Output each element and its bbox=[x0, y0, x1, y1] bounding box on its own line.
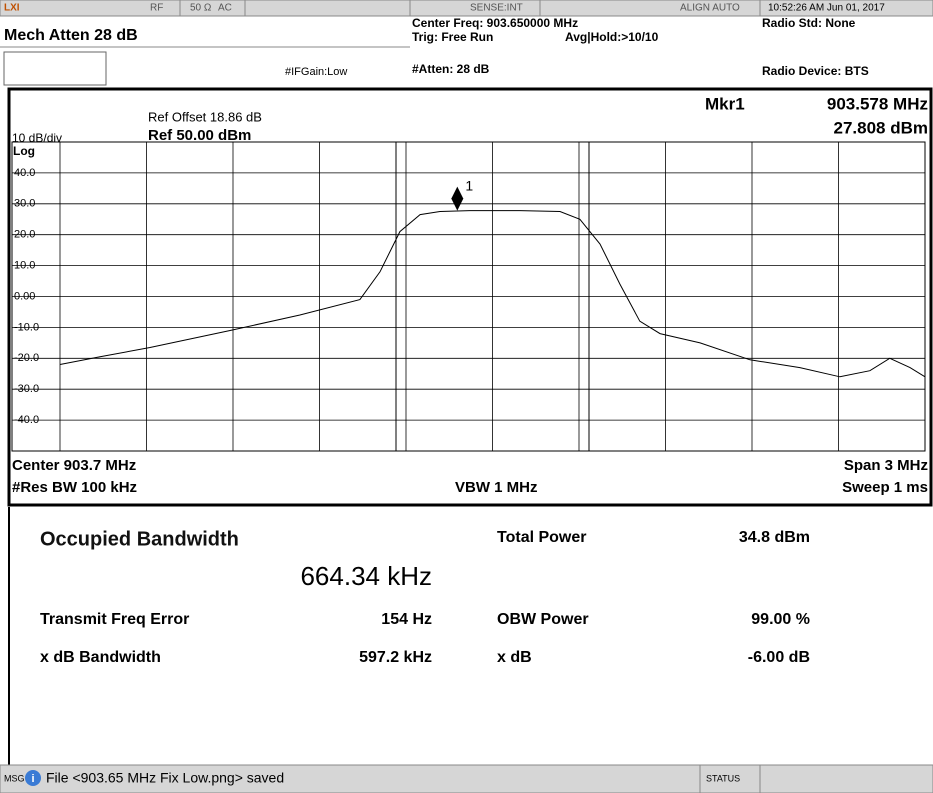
result-value: 154 Hz bbox=[381, 611, 432, 628]
sweep-label: Sweep 1 ms bbox=[842, 479, 928, 496]
center-label: Center 903.7 MHz bbox=[12, 457, 136, 474]
datetime: 10:52:26 AM Jun 01, 2017 bbox=[768, 3, 885, 14]
y-tick-label: 10.0 bbox=[14, 260, 35, 272]
result-label: x dB Bandwidth bbox=[40, 649, 161, 666]
result-label: OBW Power bbox=[497, 611, 589, 628]
y-tick-label: 30.0 bbox=[14, 198, 35, 210]
info-icon-glyph: i bbox=[31, 773, 34, 785]
center-freq: Center Freq: 903.650000 MHz bbox=[412, 16, 578, 30]
graph-panel bbox=[7, 87, 933, 507]
atten: Mech Atten 28 dB bbox=[4, 27, 138, 44]
span-label: Span 3 MHz bbox=[844, 457, 928, 474]
avg-hold: Avg|Hold:>10/10 bbox=[565, 30, 659, 44]
y-tick-label: 0.00 bbox=[14, 290, 35, 302]
msg: MSG bbox=[4, 773, 25, 783]
radio-std: Radio Std: None bbox=[762, 16, 856, 30]
marker-freq: 903.578 MHz bbox=[827, 94, 928, 113]
footer-bar bbox=[0, 764, 933, 793]
input-box[interactable] bbox=[3, 51, 107, 86]
logo: LXI bbox=[4, 3, 20, 14]
y-tick-label: -10.0 bbox=[14, 321, 39, 333]
y-tick-label: -20.0 bbox=[14, 352, 39, 364]
result-value: 597.2 kHz bbox=[359, 649, 432, 666]
trig: Trig: Free Run bbox=[412, 30, 493, 44]
rf: RF bbox=[150, 3, 163, 14]
marker-number: 1 bbox=[465, 177, 473, 193]
scale: 10 dB/div bbox=[12, 131, 62, 145]
vbw-label: VBW 1 MHz bbox=[455, 479, 538, 496]
result-value: 99.00 % bbox=[751, 611, 810, 628]
radio-device: Radio Device: BTS bbox=[762, 64, 869, 78]
impedance: 50 Ω bbox=[190, 3, 212, 14]
info-icon bbox=[25, 770, 41, 786]
y-tick-label: 40.0 bbox=[14, 167, 35, 179]
y-tick-label: -30.0 bbox=[14, 383, 39, 395]
trace bbox=[59, 210, 926, 378]
sense: SENSE:INT bbox=[470, 3, 523, 14]
marker bbox=[451, 186, 464, 211]
status-dividers bbox=[179, 0, 761, 16]
y-tick-label: -40.0 bbox=[14, 414, 39, 426]
result-label: x dB bbox=[497, 649, 532, 666]
y-tick-label: 20.0 bbox=[14, 229, 35, 241]
total-power: 34.8 dBm bbox=[739, 529, 810, 546]
total-power-label: Total Power bbox=[497, 529, 587, 546]
align: ALIGN AUTO bbox=[680, 3, 740, 14]
message: File <903.65 MHz Fix Low.png> saved bbox=[46, 770, 284, 786]
ref-level: Ref 50.00 dBm bbox=[148, 127, 251, 144]
ifgain: #IFGain:Low bbox=[285, 66, 347, 78]
marker-power: 27.808 dBm bbox=[834, 118, 929, 137]
status: STATUS bbox=[706, 773, 740, 783]
results-title: Occupied Bandwidth bbox=[40, 528, 239, 550]
result-label: Transmit Freq Error bbox=[40, 611, 189, 628]
coupling: AC bbox=[218, 3, 232, 14]
ref-offset: Ref Offset 18.86 dB bbox=[148, 109, 262, 124]
status-bar bbox=[0, 0, 933, 17]
marker-name: Mkr1 bbox=[705, 94, 745, 113]
result-value: -6.00 dB bbox=[748, 649, 810, 666]
scale-type: Log bbox=[13, 144, 35, 158]
rbw-label: #Res BW 100 kHz bbox=[12, 479, 137, 496]
atten2: #Atten: 28 dB bbox=[412, 62, 490, 76]
obw-value: 664.34 kHz bbox=[300, 561, 432, 591]
